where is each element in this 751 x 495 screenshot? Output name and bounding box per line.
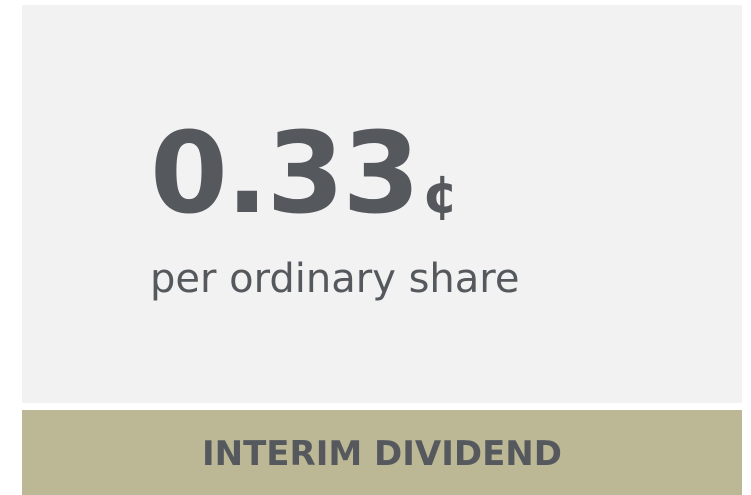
figure: 0.33¢ xyxy=(150,118,459,230)
figure-panel xyxy=(22,5,742,403)
figure-unit: ¢ xyxy=(422,165,459,225)
figure-caption: per ordinary share xyxy=(150,256,520,302)
figure-value: 0.33 xyxy=(150,109,420,239)
footer-label: INTERIM DIVIDEND xyxy=(202,434,562,474)
footer-band: INTERIM DIVIDEND xyxy=(22,410,742,495)
